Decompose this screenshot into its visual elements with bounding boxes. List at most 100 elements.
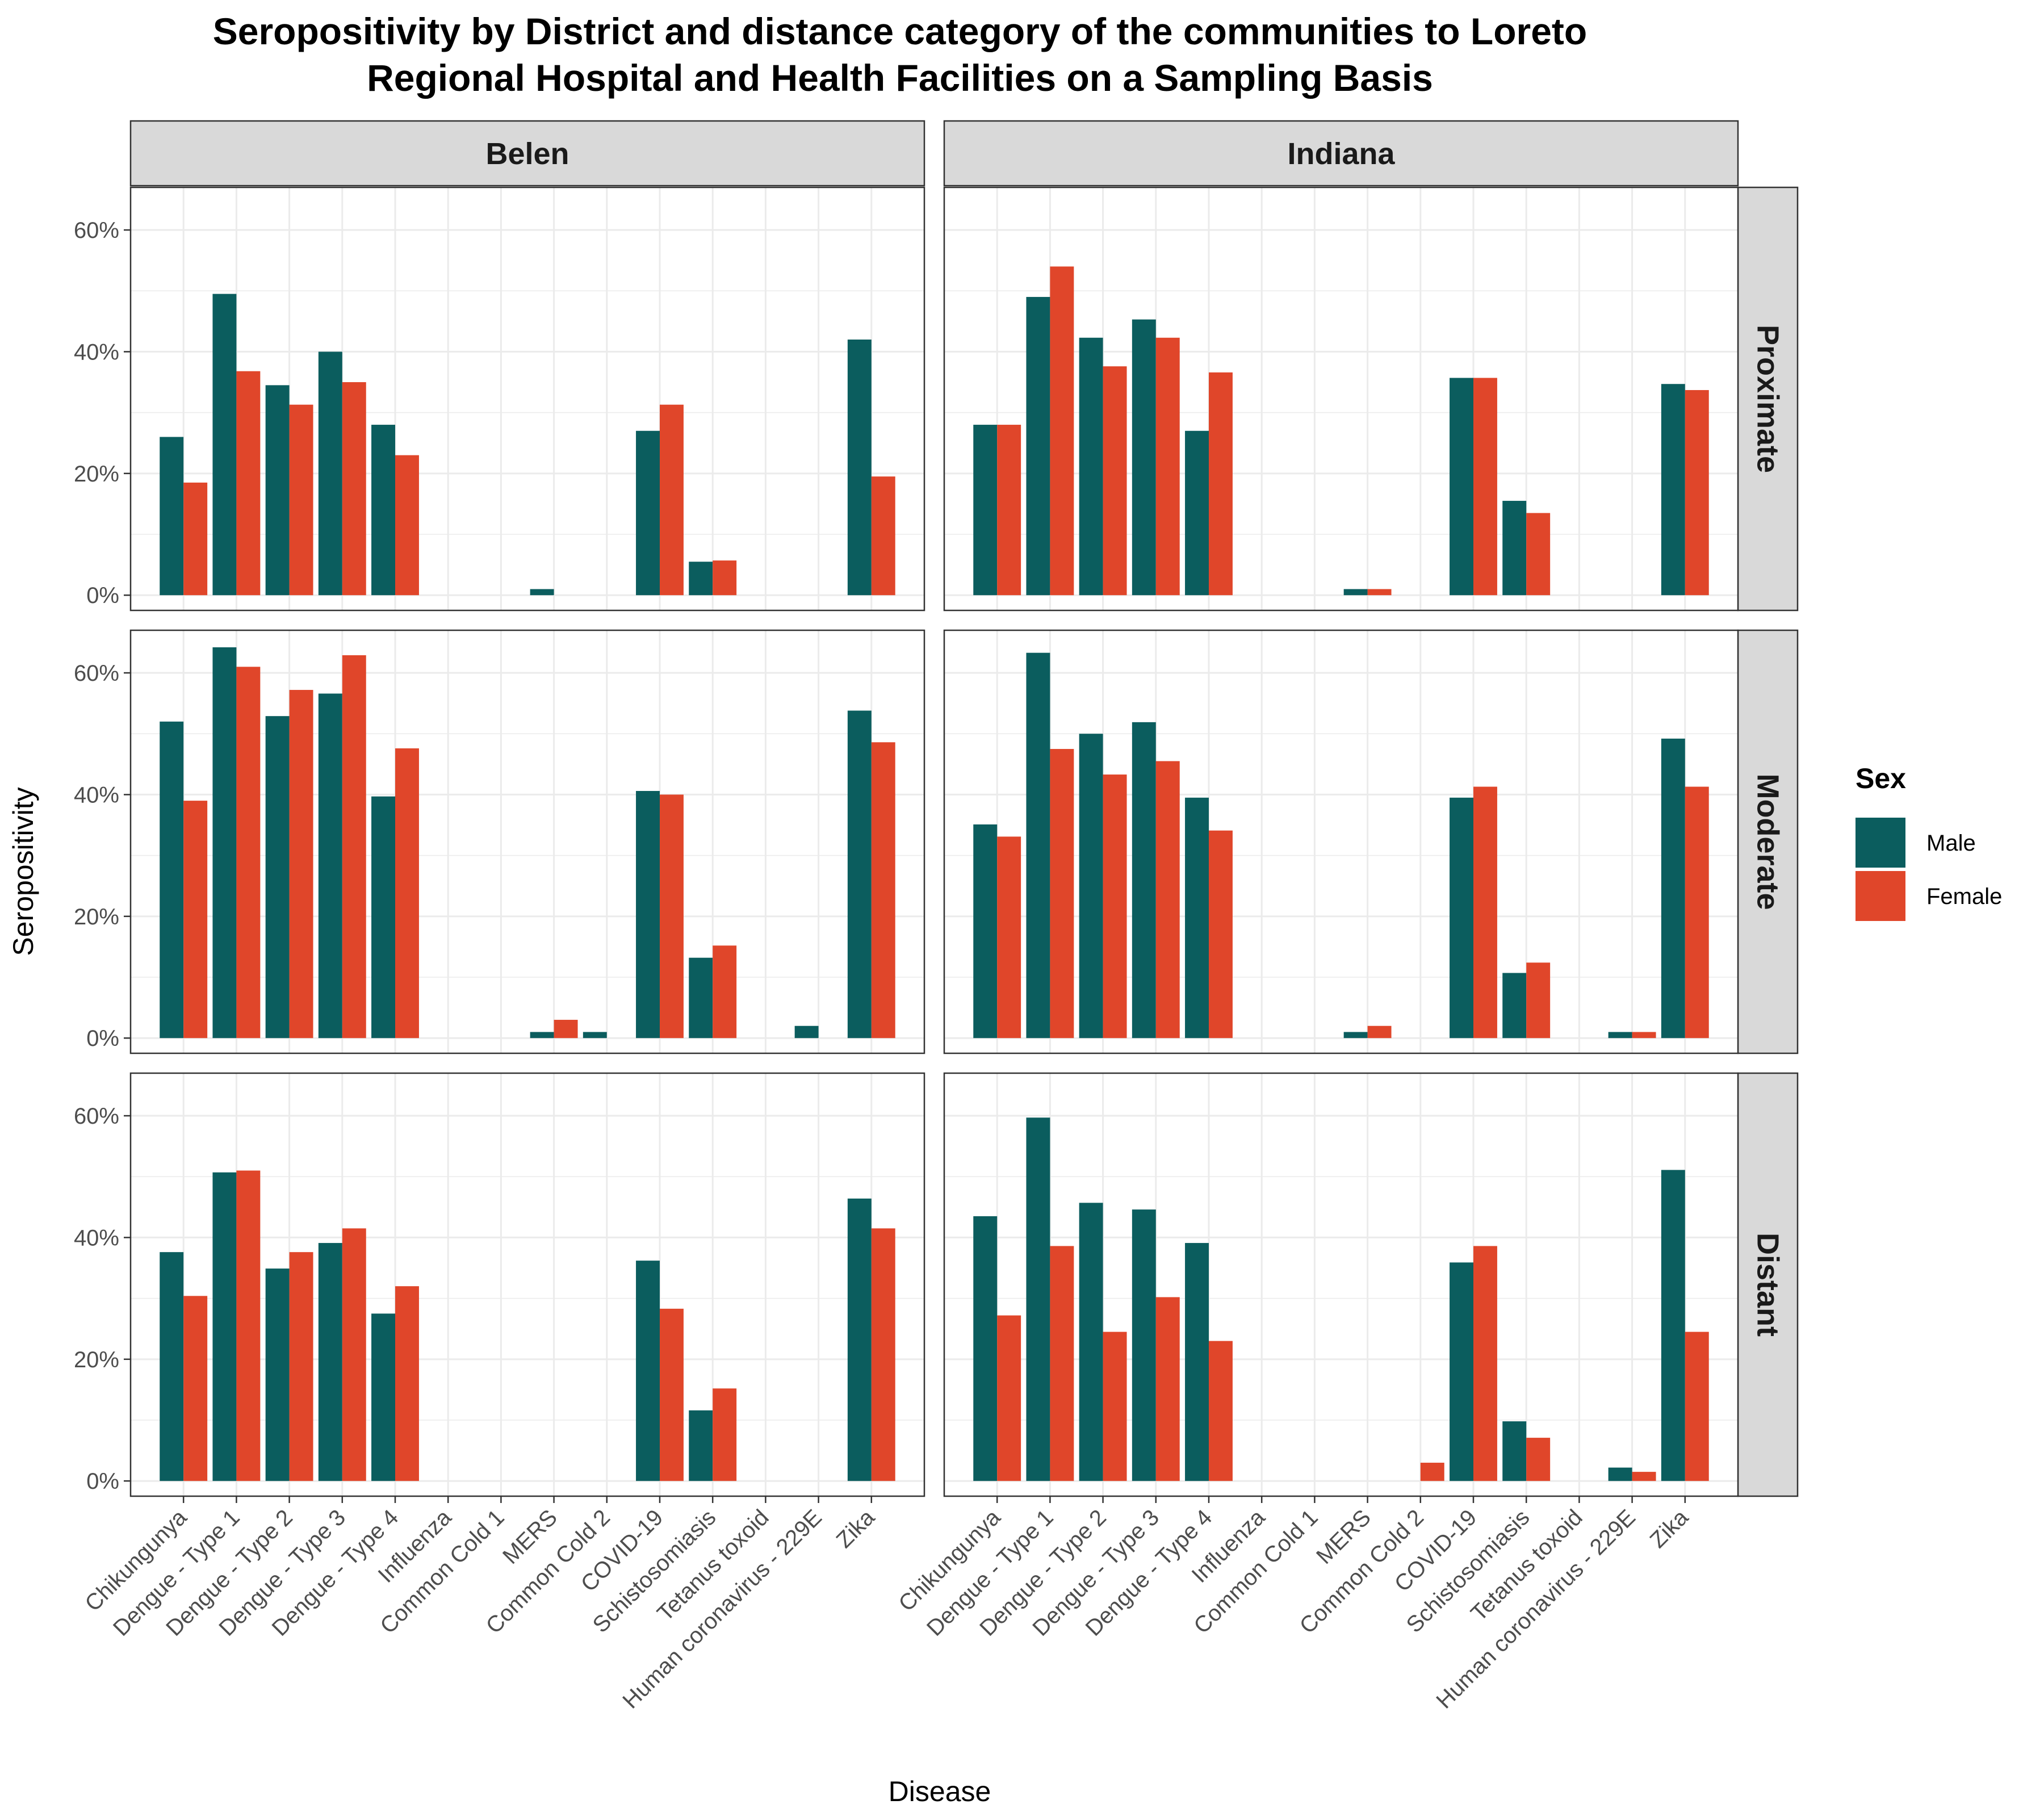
- panel-indiana-proximate: [943, 186, 1739, 612]
- y-tick-label: 60%: [74, 218, 119, 243]
- bar-female-common-cold-2: [1420, 1463, 1444, 1481]
- strip-label-distant: Distant: [1751, 1233, 1785, 1337]
- bar-male-mers: [1343, 1032, 1368, 1039]
- bar-male-zika: [847, 710, 872, 1039]
- bar-female-dengue-type-3: [1155, 761, 1180, 1039]
- bar-female-chikungunya: [183, 482, 208, 596]
- strip-background: [1737, 1072, 1799, 1497]
- bar-female-dengue-type-3: [342, 655, 366, 1039]
- bar-female-mers: [1367, 1025, 1392, 1039]
- legend-swatch-female: [1855, 871, 1905, 921]
- bar-male-chikungunya: [160, 1252, 184, 1481]
- legend-label-male: Male: [1926, 831, 1976, 856]
- bar-female-dengue-type-1: [1050, 749, 1074, 1039]
- bar-male-schistosomiasis: [1502, 501, 1527, 596]
- bar-male-zika: [847, 339, 872, 596]
- bar-male-dengue-type-4: [371, 796, 395, 1039]
- bar-female-covid-19: [660, 1308, 684, 1481]
- bar-female-zika: [871, 742, 895, 1039]
- bar-male-human-coronavirus-229e: [1608, 1032, 1632, 1039]
- panel-background: [131, 1073, 924, 1496]
- panel-border: [129, 186, 925, 612]
- bar-male-chikungunya: [160, 721, 184, 1039]
- bar-male-covid-19: [636, 1261, 660, 1481]
- strip-label-indiana: Indiana: [1287, 137, 1395, 171]
- bar-male-dengue-type-2: [1079, 337, 1103, 596]
- y-tick-label: 40%: [74, 340, 119, 365]
- strip-background: [943, 120, 1739, 187]
- panel-belen-moderate: 0% 20% 40% 60%: [74, 629, 925, 1054]
- bar-female-human-coronavirus-229e: [1632, 1032, 1656, 1039]
- bar-female-dengue-type-1: [236, 667, 261, 1039]
- legend-label-female: Female: [1926, 884, 2002, 909]
- bar-female-dengue-type-1: [236, 1170, 261, 1481]
- chart-title-line-2: Regional Hospital and Health Facilities …: [367, 57, 1433, 99]
- legend: Sex Male Female: [1855, 763, 2002, 921]
- bar-male-dengue-type-2: [265, 385, 290, 596]
- bar-male-schistosomiasis: [689, 562, 713, 596]
- bar-female-covid-19: [1473, 786, 1497, 1039]
- y-tick-label: 60%: [74, 661, 119, 686]
- bar-male-dengue-type-4: [1185, 1243, 1209, 1481]
- y-tick-label: 0%: [86, 1469, 119, 1494]
- chart-title-line-1: Seropositivity by District and distance …: [213, 10, 1587, 52]
- bar-female-dengue-type-2: [289, 690, 313, 1039]
- bar-female-chikungunya: [997, 425, 1021, 596]
- bar-female-dengue-type-1: [1050, 266, 1074, 596]
- bar-male-zika: [847, 1198, 872, 1481]
- panel-border: [129, 1072, 925, 1497]
- bar-male-zika: [1661, 738, 1685, 1039]
- bar-female-dengue-type-3: [342, 1228, 366, 1481]
- strip-label-moderate: Moderate: [1751, 773, 1785, 910]
- bar-female-dengue-type-4: [1209, 1341, 1233, 1481]
- y-tick-label: 20%: [74, 462, 119, 487]
- bar-male-dengue-type-3: [1132, 722, 1156, 1039]
- bar-male-dengue-type-2: [265, 1268, 290, 1481]
- bar-female-dengue-type-3: [1155, 337, 1180, 596]
- panel-background: [944, 1073, 1738, 1496]
- x-axis-title: Disease: [889, 1776, 991, 1807]
- bar-female-mers: [1367, 589, 1392, 596]
- legend-title: Sex: [1855, 763, 1906, 794]
- bar-female-covid-19: [660, 404, 684, 596]
- bar-male-dengue-type-1: [1026, 296, 1050, 596]
- bar-female-zika: [1685, 1332, 1709, 1481]
- bar-female-chikungunya: [997, 1315, 1021, 1481]
- facet-panels: Belen Indiana Proximate Moderate Distant 0% 20…: [74, 120, 1799, 1714]
- bar-male-dengue-type-2: [1079, 734, 1103, 1039]
- bar-male-dengue-type-1: [1026, 652, 1050, 1039]
- bar-male-covid-19: [636, 430, 660, 596]
- y-tick-label: 0%: [86, 583, 119, 608]
- bar-female-dengue-type-2: [289, 404, 313, 596]
- bar-male-schistosomiasis: [1502, 973, 1527, 1039]
- bar-male-human-coronavirus-229e: [1608, 1467, 1632, 1481]
- strip-background: [1737, 186, 1799, 612]
- bar-female-chikungunya: [183, 1296, 208, 1481]
- bar-male-schistosomiasis: [689, 957, 713, 1039]
- panel-belen-proximate: 0% 20% 40% 60%: [74, 186, 925, 612]
- bar-male-dengue-type-4: [371, 1313, 395, 1481]
- bar-male-dengue-type-3: [1132, 1209, 1156, 1481]
- y-tick-label: 20%: [74, 1347, 119, 1372]
- bar-female-covid-19: [1473, 1246, 1497, 1481]
- bar-male-dengue-type-3: [1132, 319, 1156, 596]
- bar-female-schistosomiasis: [713, 945, 737, 1039]
- bar-female-schistosomiasis: [1526, 1438, 1551, 1481]
- bar-female-dengue-type-4: [395, 748, 419, 1039]
- strip-column-indiana: Indiana: [943, 120, 1739, 187]
- panel-border: [943, 186, 1739, 612]
- bar-female-dengue-type-1: [236, 371, 261, 596]
- panel-indiana-moderate: [943, 629, 1739, 1054]
- panel-background: [944, 630, 1738, 1053]
- bar-male-covid-19: [1450, 378, 1473, 596]
- bar-female-schistosomiasis: [713, 1388, 737, 1481]
- bar-male-dengue-type-1: [212, 294, 237, 596]
- bar-female-dengue-type-2: [1103, 774, 1127, 1039]
- bar-male-covid-19: [1450, 1262, 1473, 1481]
- bar-male-common-cold-2: [583, 1032, 607, 1039]
- bar-male-dengue-type-2: [1079, 1203, 1103, 1481]
- strip-background: [129, 120, 925, 187]
- panel-border: [129, 629, 925, 1054]
